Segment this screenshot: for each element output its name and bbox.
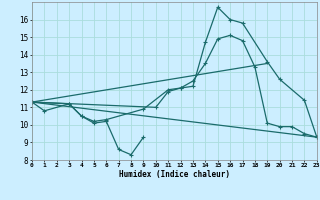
X-axis label: Humidex (Indice chaleur): Humidex (Indice chaleur): [119, 170, 230, 179]
